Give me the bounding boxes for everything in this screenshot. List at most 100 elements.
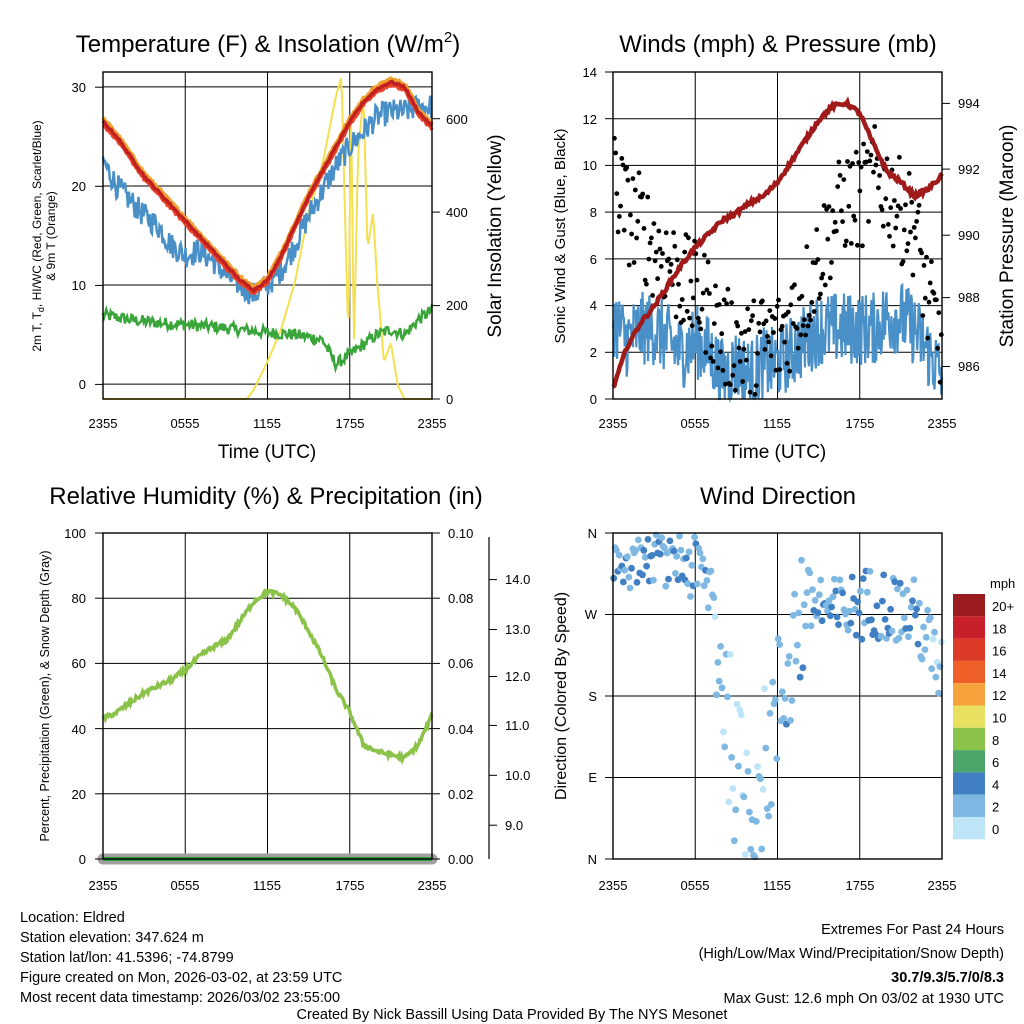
gust-point — [825, 236, 831, 242]
direction-point — [916, 599, 923, 607]
gust-point — [776, 297, 781, 303]
gust-point — [871, 169, 876, 175]
extremes-subtitle: (High/Low/Max Wind/Precipitation/Snow De… — [699, 946, 1004, 962]
gust-point — [816, 296, 822, 301]
svg-text:& 9m T (Orange): & 9m T (Orange) — [44, 191, 58, 281]
gust-point — [937, 379, 943, 385]
direction-point — [883, 635, 890, 642]
gust-point — [713, 283, 718, 289]
gust-point — [843, 238, 849, 244]
gust-point — [850, 161, 855, 166]
gust-point — [839, 208, 844, 214]
direction-point — [803, 589, 811, 596]
gust-point — [745, 306, 750, 312]
direction-point — [740, 793, 748, 801]
direction-point — [922, 633, 930, 641]
temperature-plot-frame — [102, 71, 433, 400]
direction-point — [920, 623, 927, 631]
direction-point — [713, 691, 720, 699]
gust-point — [836, 159, 842, 165]
gust-point — [777, 367, 783, 372]
footer-location: Location: Eldred — [20, 910, 125, 926]
footer-latlon: Station lat/lon: 41.5396; -74.8799 — [20, 950, 234, 966]
gust-point — [688, 278, 694, 284]
dir-ytick: N — [588, 852, 597, 867]
gust-point — [782, 339, 787, 345]
heat-index-line — [101, 82, 434, 296]
gust-point — [892, 198, 897, 203]
temperature-line — [101, 79, 434, 294]
wind-ytick: 2 — [590, 345, 597, 360]
gust-point — [744, 357, 749, 363]
legend-swatch — [953, 660, 985, 684]
direction-point — [781, 695, 789, 702]
gust-point — [856, 160, 862, 165]
gust-point — [794, 326, 800, 331]
humidity-y-ticks: 0 20 40 60 80 100 — [64, 526, 103, 867]
gust-point — [750, 313, 755, 319]
direction-point — [707, 567, 715, 575]
wind-ytick: 6 — [590, 252, 597, 267]
direction-point — [661, 544, 668, 552]
direction-point — [817, 576, 825, 584]
gust-point — [785, 309, 791, 315]
gust-point — [677, 303, 683, 309]
gust-point — [672, 243, 678, 249]
temp-xtick: 0555 — [171, 416, 200, 431]
gust-point — [774, 303, 780, 309]
precip-ytick: 0.06 — [448, 656, 473, 671]
direction-point — [641, 553, 649, 561]
legend-swatch — [953, 772, 985, 795]
direction-point — [737, 711, 745, 719]
gust-point — [846, 203, 852, 209]
dir-xtick: 0555 — [681, 878, 710, 893]
gust-point — [624, 165, 630, 171]
gust-point — [830, 208, 836, 214]
gust-point — [819, 275, 824, 281]
direction-point — [700, 582, 708, 590]
gust-point — [771, 330, 776, 335]
gust-point — [737, 359, 743, 364]
temperature-xlabel: Time (UTC) — [218, 442, 317, 463]
gust-point — [773, 367, 779, 373]
wind-xtick: 1155 — [763, 416, 791, 431]
wind-x-ticks: 2355 0555 1155 1755 2355 — [599, 416, 957, 431]
gust-point — [906, 171, 912, 176]
direction-point — [855, 609, 863, 617]
ins-ytick: 200 — [446, 298, 468, 313]
wind-xtick: 2355 — [928, 416, 957, 431]
gust-point — [851, 213, 857, 219]
direction-point — [650, 576, 657, 584]
gust-point — [809, 300, 815, 305]
gust-point — [800, 323, 806, 328]
direction-title: Wind Direction — [700, 483, 856, 510]
gust-point — [720, 368, 726, 373]
legend-label: 6 — [992, 755, 999, 770]
gust-point — [842, 243, 848, 248]
legend-label: 2 — [992, 800, 999, 815]
gust-point — [760, 298, 765, 304]
gust-point — [730, 372, 736, 378]
direction-point — [935, 689, 942, 697]
gust-point — [867, 158, 873, 164]
direction-point — [776, 641, 783, 648]
direction-point — [785, 653, 793, 660]
legend-title: mph — [990, 576, 1015, 591]
gust-point — [642, 277, 648, 283]
direction-point — [800, 601, 808, 609]
gust-point — [723, 381, 728, 387]
humidity-plot-frame — [102, 532, 433, 860]
gust-point — [883, 196, 889, 202]
direction-point — [895, 634, 903, 642]
direction-point — [873, 602, 881, 610]
gust-point — [804, 244, 810, 250]
direction-point — [833, 613, 841, 621]
gust-point — [927, 280, 933, 286]
gust-point — [852, 217, 858, 223]
gust-point — [908, 229, 913, 235]
gust-point — [864, 149, 870, 155]
direction-point — [792, 657, 800, 665]
direction-point — [784, 660, 792, 667]
direction-point — [644, 536, 652, 543]
direction-point — [656, 550, 664, 558]
